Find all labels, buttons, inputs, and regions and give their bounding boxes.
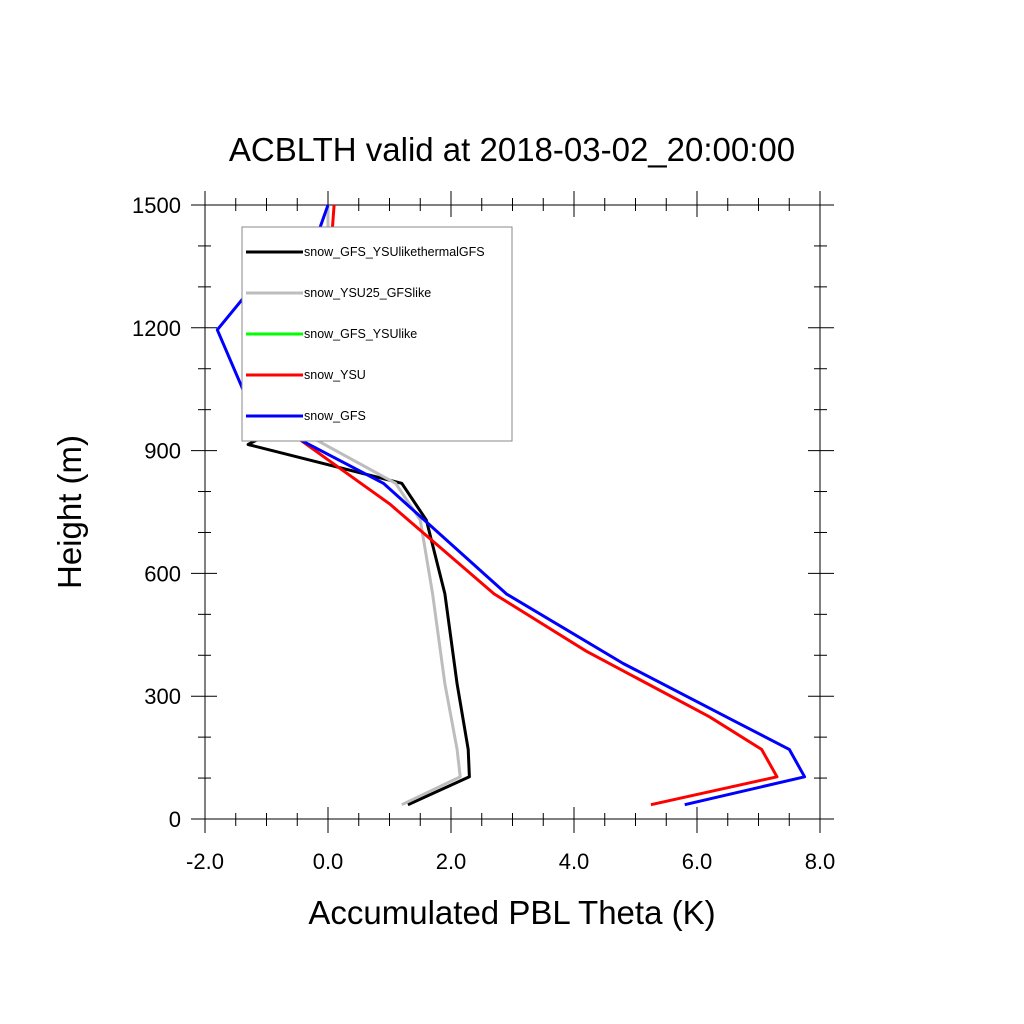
y-tick-label: 1200 [132,316,181,341]
legend-label-snow_GFS: snow_GFS [304,409,366,423]
x-tick-label: 0.0 [313,849,344,874]
y-tick-label: 0 [169,807,181,832]
axis-tick-labels: -2.0 0.0 2.0 4.0 6.0 8.0 0 300 600 900 1200 1500 [132,193,835,874]
legend-label-snow_GFS_YSUlikethermalGFS: snow_GFS_YSUlikethermalGFS [304,245,485,259]
legend: snow_GFS_YSUlikethermalGFS snow_YSU25_GFS… [241,226,513,442]
x-axis-label: Accumulated PBL Theta (K) [308,894,715,931]
y-tick-label: 900 [144,439,181,464]
legend-label-snow_YSU: snow_YSU [304,368,366,382]
x-tick-label: 6.0 [682,849,713,874]
chart-title: ACBLTH valid at 2018-03-02_20:00:00 [229,131,795,168]
y-tick-label: 600 [144,561,181,586]
y-axis-label: Height (m) [51,435,88,589]
x-tick-label: 2.0 [436,849,467,874]
legend-label-snow_YSU25_GFSlike: snow_YSU25_GFSlike [304,286,431,300]
x-tick-label: 4.0 [559,849,590,874]
x-tick-label: 8.0 [805,849,836,874]
y-tick-label: 1500 [132,193,181,218]
legend-label-snow_GFS_YSUlike: snow_GFS_YSUlike [304,327,417,341]
x-tick-label: -2.0 [186,849,224,874]
y-tick-label: 300 [144,684,181,709]
